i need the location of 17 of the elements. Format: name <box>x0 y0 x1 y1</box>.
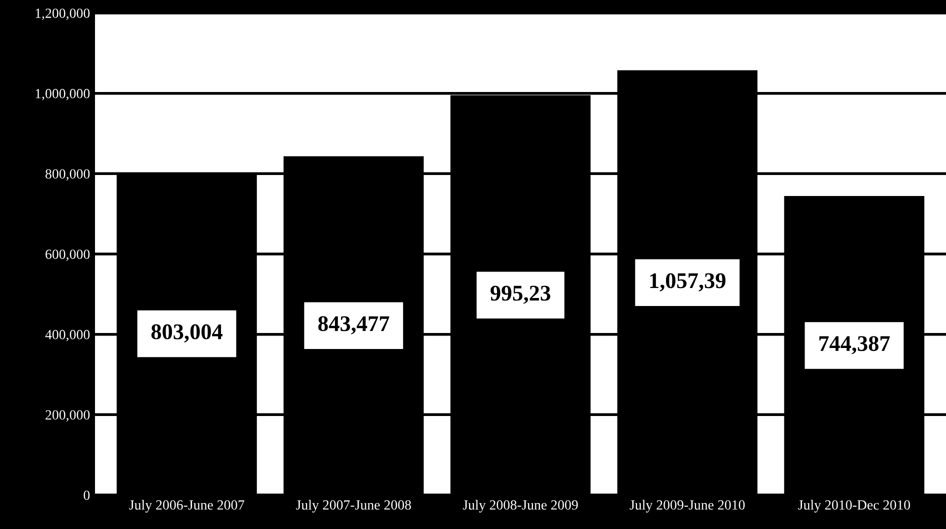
x-tick-label: July 2006-June 2007 <box>129 500 244 512</box>
x-tick-label: July 2009-June 2010 <box>630 500 745 512</box>
data-label: 803,004 <box>151 324 222 343</box>
data-label: 744,387 <box>819 336 890 354</box>
annotation: 995,23 <box>490 286 550 304</box>
x-tick-label: July 2007-June 2008 <box>296 500 411 512</box>
x-tick-label: July 2010-Dec 2010 <box>798 500 910 512</box>
y-tick-label: 1,200,000 <box>36 8 90 20</box>
y-tick-label: 400,000 <box>45 330 90 342</box>
data-label: 843,477 <box>318 316 390 334</box>
y-tick-label: 800,000 <box>46 169 90 181</box>
y-tick-label: 200,000 <box>46 410 90 422</box>
annotation: 1,057,39 <box>650 273 726 292</box>
y-tick-label: 0 <box>84 490 90 500</box>
y-tick-label: 1,000,000 <box>36 88 90 100</box>
x-tick-label: July 2008-June 2009 <box>462 500 578 512</box>
y-tick-label: 600,000 <box>46 250 90 261</box>
